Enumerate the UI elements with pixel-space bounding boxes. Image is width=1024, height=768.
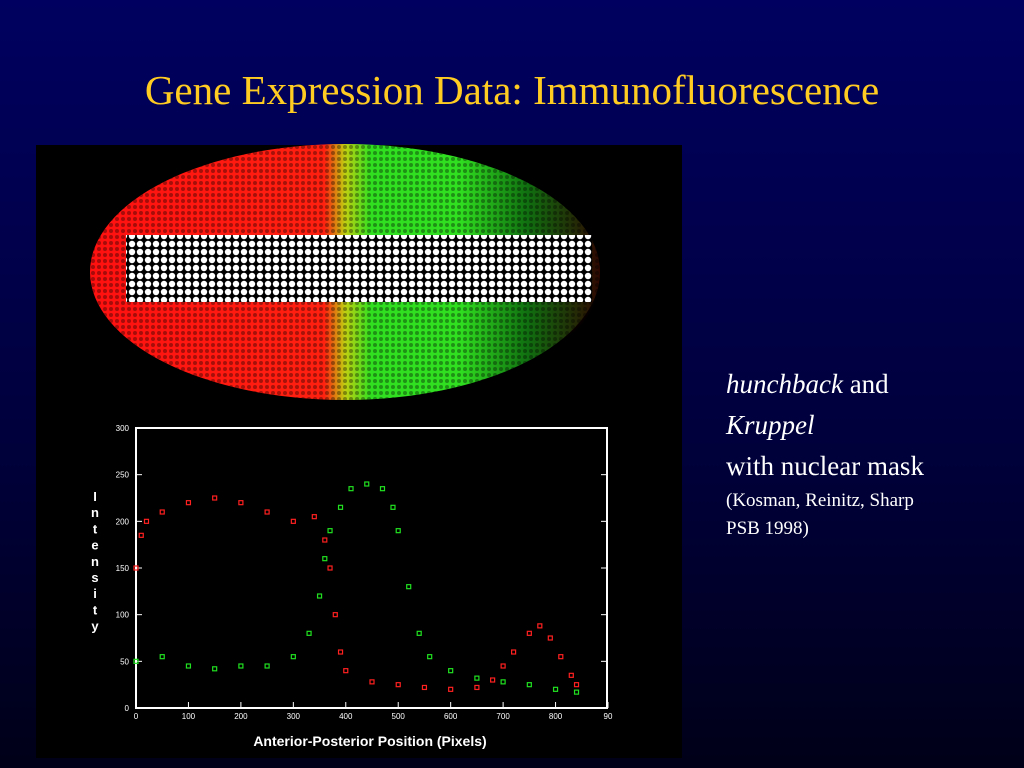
- data-point: [511, 649, 517, 655]
- data-point: [337, 504, 344, 510]
- y-tick-label: 50: [120, 657, 129, 666]
- data-point: [316, 593, 323, 599]
- data-point: [558, 654, 564, 660]
- data-point: [322, 537, 328, 543]
- reference: (Kosman, Reinitz, Sharp: [726, 490, 914, 511]
- gene-name: Kruppel: [726, 410, 815, 440]
- caption: hunchback and Kruppel with nuclear mask …: [726, 364, 924, 543]
- data-point: [311, 514, 317, 520]
- data-point: [185, 663, 192, 669]
- data-point: [306, 630, 312, 636]
- data-point: [238, 500, 244, 506]
- x-tick-label: 600: [444, 712, 458, 721]
- caption-text: and: [849, 369, 889, 399]
- data-point: [526, 630, 532, 636]
- gene-name: hunchback: [726, 369, 843, 399]
- data-point: [537, 623, 543, 629]
- reference: PSB 1998): [726, 518, 809, 539]
- x-tick-label: 0: [134, 712, 139, 721]
- y-tick-label: 250: [116, 471, 130, 480]
- data-point: [337, 649, 344, 655]
- caption-text: with nuclear mask: [726, 451, 924, 481]
- y-tick-label: 150: [116, 564, 130, 573]
- data-point: [500, 679, 506, 685]
- data-point: [390, 504, 396, 510]
- data-point: [138, 532, 144, 538]
- data-point: [448, 668, 454, 674]
- data-point: [159, 509, 165, 515]
- data-point: [427, 654, 433, 660]
- slide-title: Gene Expression Data: Immunofluorescence: [144, 67, 880, 113]
- nuclear-mask: [126, 235, 592, 302]
- y-tick-label: 0: [125, 704, 130, 713]
- data-point: [526, 682, 532, 688]
- x-tick-label: 800: [549, 712, 563, 721]
- x-axis-label: Anterior-Posterior Position (Pixels): [253, 733, 486, 749]
- x-tick-label: 100: [182, 712, 196, 721]
- y-tick-label: 300: [116, 424, 130, 433]
- chart: 0 100 200 300 400 500 600 700 800 900501001502002…: [91, 424, 613, 749]
- data-point: [552, 686, 559, 692]
- data-point: [133, 565, 139, 571]
- data-point: [264, 509, 270, 515]
- data-point: [212, 666, 218, 672]
- data-point: [416, 630, 422, 636]
- data-point: [322, 556, 328, 562]
- x-tick-label: 90: [604, 712, 613, 721]
- data-point: [500, 663, 506, 669]
- data-point: [573, 682, 580, 688]
- x-tick-label: 700: [496, 712, 510, 721]
- data-point: [212, 495, 218, 501]
- data-point: [343, 668, 349, 674]
- x-tick-label: 200: [234, 712, 248, 721]
- data-point: [421, 684, 428, 691]
- data-point: [364, 481, 370, 487]
- data-point: [133, 658, 139, 664]
- x-tick-label: 500: [392, 712, 406, 721]
- data-point: [573, 689, 580, 695]
- x-tick-label: 300: [287, 712, 301, 721]
- data-point: [490, 677, 496, 683]
- y-tick-label: 100: [116, 611, 130, 620]
- data-point: [159, 654, 165, 660]
- data-point: [290, 518, 296, 524]
- data-point: [547, 635, 553, 641]
- data-point: [332, 612, 338, 618]
- data-point: [379, 486, 386, 492]
- data-point: [448, 686, 454, 692]
- data-point: [185, 500, 192, 506]
- data-point: [474, 675, 480, 681]
- y-tick-label: 200: [116, 517, 130, 526]
- data-point: [395, 528, 401, 534]
- data-point: [474, 684, 480, 691]
- data-point: [238, 663, 244, 669]
- data-point: [395, 682, 401, 688]
- data-point: [348, 486, 354, 492]
- data-point: [264, 663, 270, 669]
- data-point: [369, 679, 375, 685]
- x-tick-label: 400: [339, 712, 353, 721]
- data-point: [406, 584, 412, 590]
- data-point: [327, 528, 333, 534]
- data-point: [290, 654, 296, 660]
- data-point: [143, 518, 150, 524]
- data-point: [568, 672, 574, 678]
- data-point: [327, 565, 333, 571]
